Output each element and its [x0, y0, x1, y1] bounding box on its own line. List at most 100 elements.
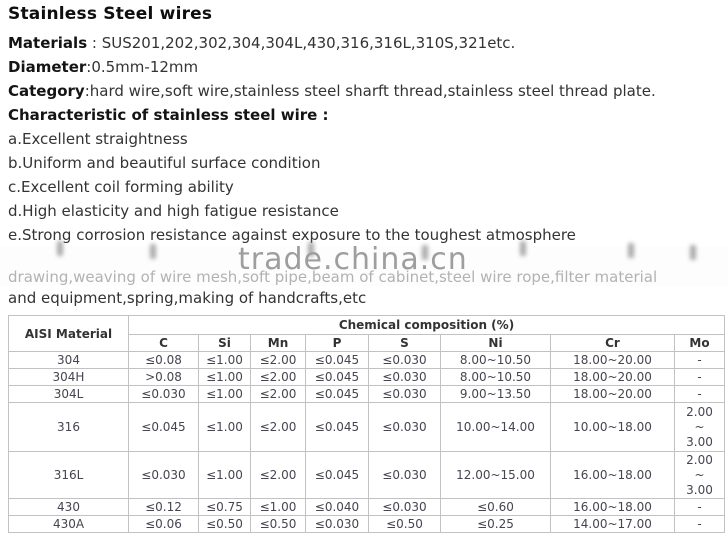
- cell-value: ≤0.030: [368, 402, 441, 452]
- cell-value: ≤1.00: [198, 368, 251, 386]
- cell-value: 9.00~13.50: [440, 385, 551, 403]
- cell-value: 2.00 ~ 3.00: [674, 451, 725, 499]
- cell-value: ≤1.00: [198, 385, 251, 403]
- cell-value: -: [674, 498, 725, 516]
- table-row-304: 304 ≤0.08 ≤1.00 ≤2.00 ≤0.045 ≤0.030 8.00…: [8, 351, 725, 369]
- cell-value: -: [674, 385, 725, 403]
- cell-value: 12.00~15.00: [440, 451, 551, 499]
- cell-value: ≤1.00: [198, 451, 251, 499]
- site-watermark: trade.china.cn: [238, 242, 468, 277]
- table-header-row-group: AISI Material Chemical composition (%): [8, 315, 725, 352]
- spec-materials-value: SUS201,202,302,304,304L,430,316,316L,310…: [101, 34, 516, 52]
- cell-value: ≤0.045: [305, 385, 369, 403]
- cell-value: ≤0.030: [368, 498, 441, 516]
- cell-value: ≤0.045: [128, 402, 199, 452]
- spec-materials-sep: :: [87, 34, 102, 52]
- column-header-si: Si: [198, 334, 251, 352]
- cell-value: ≤0.030: [368, 368, 441, 386]
- characteristics-heading: Characteristic of stainless steel wire :: [8, 106, 329, 124]
- cell-value: ≤0.045: [305, 402, 369, 452]
- cell-value: ≤0.030: [368, 351, 441, 369]
- table-row-316: 316 ≤0.045 ≤1.00 ≤2.00 ≤0.045 ≤0.030 10.…: [8, 402, 725, 452]
- cell-value: ≤0.50: [250, 515, 306, 533]
- characteristic-item-d: d.High elasticity and high fatigue resis…: [8, 202, 339, 220]
- cell-value: ≤0.25: [440, 515, 551, 533]
- cell-value: 10.00~14.00: [440, 402, 551, 452]
- cell-value: 2.00 ~ 3.00: [674, 402, 725, 452]
- table-row-430a: 430A ≤0.06 ≤0.50 ≤0.50 ≤0.030 ≤0.50 ≤0.2…: [8, 515, 725, 533]
- spec-category-label: Category: [8, 82, 85, 100]
- cell-value: 18.00~20.00: [550, 368, 675, 386]
- cell-value: -: [674, 515, 725, 533]
- cell-value: ≤1.00: [198, 351, 251, 369]
- cell-value: ≤0.08: [128, 351, 199, 369]
- spec-diameter-sep: :: [86, 58, 92, 76]
- cell-value: 8.00~10.50: [440, 368, 551, 386]
- cell-value: ≤0.60: [440, 498, 551, 516]
- erased-text-smudge: [57, 241, 63, 256]
- watermark-zone: drawing,weaving of wire mesh,soft pipe,b…: [0, 241, 728, 286]
- column-header-c: C: [128, 334, 199, 352]
- erased-text-smudge: [690, 245, 696, 260]
- characteristic-item-e: e.Strong corrosion resistance against ex…: [8, 226, 576, 244]
- application-text: and equipment,spring,making of handcraft…: [8, 289, 367, 307]
- erased-text-smudge: [150, 244, 156, 259]
- cell-value: ≤0.045: [305, 351, 369, 369]
- cell-value: 18.00~20.00: [550, 351, 675, 369]
- column-header-p: P: [305, 334, 369, 352]
- cell-material: 430: [8, 498, 129, 516]
- cell-value: 8.00~10.50: [440, 351, 551, 369]
- cell-value: ≤2.00: [250, 402, 306, 452]
- cell-value: ≤2.00: [250, 451, 306, 499]
- cell-value: ≤0.040: [305, 498, 369, 516]
- cell-value: ≤2.00: [250, 368, 306, 386]
- cell-value: ≤0.045: [305, 451, 369, 499]
- table-row-304h: 304H >0.08 ≤1.00 ≤2.00 ≤0.045 ≤0.030 8.0…: [8, 368, 725, 386]
- spec-category-value: hard wire,soft wire,stainless steel shar…: [89, 82, 656, 100]
- characteristics-list: a.Excellent straightness b.Uniform and b…: [8, 127, 728, 247]
- cell-value: ≤0.030: [368, 385, 441, 403]
- cell-value: 16.00~18.00: [550, 451, 675, 499]
- column-header-cr: Cr: [550, 334, 675, 352]
- table-row-316l: 316L ≤0.030 ≤1.00 ≤2.00 ≤0.045 ≤0.030 12…: [8, 451, 725, 499]
- spec-diameter-value: 0.5mm-12mm: [91, 58, 199, 76]
- erased-text-smudge: [628, 243, 634, 258]
- cell-value: ≤0.030: [128, 451, 199, 499]
- erased-text-smudge: [520, 241, 526, 256]
- column-header-mo: Mo: [674, 334, 725, 352]
- cell-value: ≤0.12: [128, 498, 199, 516]
- cell-material: 316: [8, 402, 129, 452]
- cell-value: ≤0.030: [368, 451, 441, 499]
- cell-value: ≤2.00: [250, 385, 306, 403]
- chemical-composition-table: AISI Material Chemical composition (%) C…: [8, 315, 725, 533]
- cell-value: 14.00~17.00: [550, 515, 675, 533]
- erased-text-smudge: [422, 245, 428, 260]
- cell-material: 304: [8, 351, 129, 369]
- characteristic-item-a: a.Excellent straightness: [8, 130, 188, 148]
- cell-value: ≤1.00: [250, 498, 306, 516]
- column-header-s: S: [368, 334, 441, 352]
- column-header-ni: Ni: [440, 334, 551, 352]
- cell-value: 18.00~20.00: [550, 385, 675, 403]
- spec-materials-label: Materials: [8, 34, 88, 52]
- table-row-304l: 304L ≤0.030 ≤1.00 ≤2.00 ≤0.045 ≤0.030 9.…: [8, 385, 725, 403]
- spec-materials: Materials : SUS201,202,302,304,304L,430,…: [8, 31, 728, 55]
- cell-value: ≤0.030: [128, 385, 199, 403]
- cell-material: 304L: [8, 385, 129, 403]
- group-header-chemical-composition: Chemical composition (%): [128, 315, 725, 335]
- spec-category-sep: :: [84, 82, 90, 100]
- cell-value: ≤2.00: [250, 351, 306, 369]
- erased-text-smudge: [308, 242, 314, 257]
- cell-value: ≤0.75: [198, 498, 251, 516]
- page-title: Stainless Steel wires: [8, 4, 213, 24]
- cell-material: 304H: [8, 368, 129, 386]
- cell-value: ≤0.06: [128, 515, 199, 533]
- spec-diameter: Diameter:0.5mm-12mm: [8, 55, 728, 79]
- table-row-430: 430 ≤0.12 ≤0.75 ≤1.00 ≤0.040 ≤0.030 ≤0.6…: [8, 498, 725, 516]
- characteristic-item-c: c.Excellent coil forming ability: [8, 178, 234, 196]
- spec-category: Category:hard wire,soft wire,stainless s…: [8, 79, 728, 103]
- cell-material: 430A: [8, 515, 129, 533]
- faded-application-text: drawing,weaving of wire mesh,soft pipe,b…: [8, 268, 658, 286]
- corner-header-aisi-material: AISI Material: [8, 315, 129, 352]
